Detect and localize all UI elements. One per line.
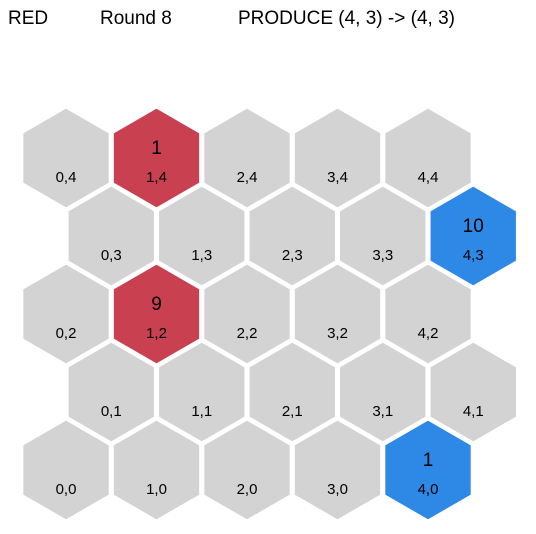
hex-cell-0-4[interactable]: 0,4 bbox=[20, 105, 112, 211]
hex-tile[interactable] bbox=[110, 261, 203, 367]
hex-cell-3-0[interactable]: 3,0 bbox=[291, 417, 384, 523]
hex-tile[interactable] bbox=[201, 105, 293, 211]
hex-cell-3-4[interactable]: 3,4 bbox=[291, 105, 384, 211]
hex-cell-2-3[interactable]: 2,3 bbox=[246, 183, 338, 289]
hex-coordinate-label: 0,3 bbox=[101, 247, 122, 264]
hex-cell-2-1[interactable]: 2,1 bbox=[246, 339, 338, 445]
hex-coordinate-label: 3,1 bbox=[372, 403, 393, 420]
hex-coordinate-label: 4,2 bbox=[418, 325, 439, 342]
hex-coordinate-label: 1,4 bbox=[146, 169, 167, 186]
hex-coordinate-label: 3,2 bbox=[327, 325, 348, 342]
hex-tile[interactable] bbox=[201, 261, 293, 367]
hex-cell-0-3[interactable]: 0,3 bbox=[65, 183, 157, 289]
hex-coordinate-label: 0,2 bbox=[56, 325, 77, 342]
hex-tile[interactable] bbox=[382, 105, 474, 211]
hex-coordinate-label: 4,0 bbox=[418, 481, 439, 498]
hex-tile[interactable] bbox=[246, 183, 338, 289]
hex-tile[interactable] bbox=[427, 339, 519, 445]
hex-coordinate-label: 4,4 bbox=[418, 169, 439, 186]
hex-coordinate-label: 0,1 bbox=[101, 403, 122, 420]
hex-cell-0-0[interactable]: 0,0 bbox=[20, 417, 112, 523]
hex-tile[interactable] bbox=[201, 417, 293, 523]
hex-coordinate-label: 0,0 bbox=[56, 481, 77, 498]
hex-cell-3-1[interactable]: 3,1 bbox=[337, 339, 429, 445]
hex-coordinate-label: 1,3 bbox=[191, 247, 212, 264]
hex-cell-1-1[interactable]: 1,1 bbox=[156, 339, 248, 445]
hex-cell-3-3[interactable]: 3,3 bbox=[337, 183, 429, 289]
hex-tile[interactable] bbox=[246, 339, 338, 445]
hex-coordinate-label: 2,4 bbox=[237, 169, 258, 186]
hex-cell-4-1[interactable]: 4,1 bbox=[427, 339, 519, 445]
hex-cell-3-2[interactable]: 3,2 bbox=[291, 261, 384, 367]
hex-tile[interactable] bbox=[291, 417, 384, 523]
hex-unit-count: 1 bbox=[423, 450, 434, 471]
hex-coordinate-label: 4,3 bbox=[463, 247, 484, 264]
hex-tile[interactable] bbox=[337, 183, 429, 289]
hex-cell-4-4[interactable]: 4,4 bbox=[382, 105, 474, 211]
hex-coordinate-label: 3,3 bbox=[372, 247, 393, 264]
hex-cell-2-0[interactable]: 2,0 bbox=[201, 417, 293, 523]
hex-tile[interactable] bbox=[110, 105, 203, 211]
hex-coordinate-label: 1,2 bbox=[146, 325, 167, 342]
round-label: Round 8 bbox=[100, 8, 172, 29]
hex-cell-2-4[interactable]: 2,4 bbox=[201, 105, 293, 211]
hex-coordinate-label: 2,1 bbox=[282, 403, 303, 420]
hex-tile[interactable] bbox=[291, 261, 384, 367]
hex-tile[interactable] bbox=[382, 261, 474, 367]
hex-tile[interactable] bbox=[337, 339, 429, 445]
hex-cell-1-2[interactable]: 91,2 bbox=[110, 261, 203, 367]
hex-cell-0-1[interactable]: 0,1 bbox=[65, 339, 157, 445]
hex-cell-4-3[interactable]: 104,3 bbox=[427, 183, 519, 289]
hex-cell-1-0[interactable]: 1,0 bbox=[110, 417, 203, 523]
hex-coordinate-label: 2,2 bbox=[237, 325, 258, 342]
hex-coordinate-label: 1,0 bbox=[146, 481, 167, 498]
hex-tile[interactable] bbox=[427, 183, 519, 289]
hex-cell-1-3[interactable]: 1,3 bbox=[156, 183, 248, 289]
hex-tile[interactable] bbox=[156, 339, 248, 445]
hex-coordinate-label: 3,4 bbox=[327, 169, 348, 186]
hex-unit-count: 9 bbox=[151, 294, 162, 315]
hex-tile[interactable] bbox=[156, 183, 248, 289]
hex-tile[interactable] bbox=[20, 105, 112, 211]
hex-cell-1-4[interactable]: 11,4 bbox=[110, 105, 203, 211]
hex-coordinate-label: 2,0 bbox=[237, 481, 258, 498]
hex-tile[interactable] bbox=[65, 339, 157, 445]
hex-tile[interactable] bbox=[110, 417, 203, 523]
current-player-label: RED bbox=[8, 8, 49, 29]
hex-coordinate-label: 2,3 bbox=[282, 247, 303, 264]
hex-coordinate-label: 1,1 bbox=[191, 403, 212, 420]
hex-tile[interactable] bbox=[382, 417, 474, 523]
hex-coordinate-label: 0,4 bbox=[56, 169, 77, 186]
hex-cell-4-2[interactable]: 4,2 bbox=[382, 261, 474, 367]
hex-tile[interactable] bbox=[65, 183, 157, 289]
status-header: RED Round 8 PRODUCE (4, 3) -> (4, 3) bbox=[0, 0, 536, 40]
hex-cell-0-2[interactable]: 0,2 bbox=[20, 261, 112, 367]
hex-unit-count: 1 bbox=[151, 138, 162, 159]
hex-tile[interactable] bbox=[20, 261, 112, 367]
hex-coordinate-label: 4,1 bbox=[463, 403, 484, 420]
last-action-label: PRODUCE (4, 3) -> (4, 3) bbox=[238, 8, 455, 29]
hex-tile[interactable] bbox=[291, 105, 384, 211]
hex-cell-4-0[interactable]: 14,0 bbox=[382, 417, 474, 523]
hex-tile[interactable] bbox=[20, 417, 112, 523]
hex-cell-2-2[interactable]: 2,2 bbox=[201, 261, 293, 367]
hex-coordinate-label: 3,0 bbox=[327, 481, 348, 498]
hex-unit-count: 10 bbox=[463, 216, 484, 237]
